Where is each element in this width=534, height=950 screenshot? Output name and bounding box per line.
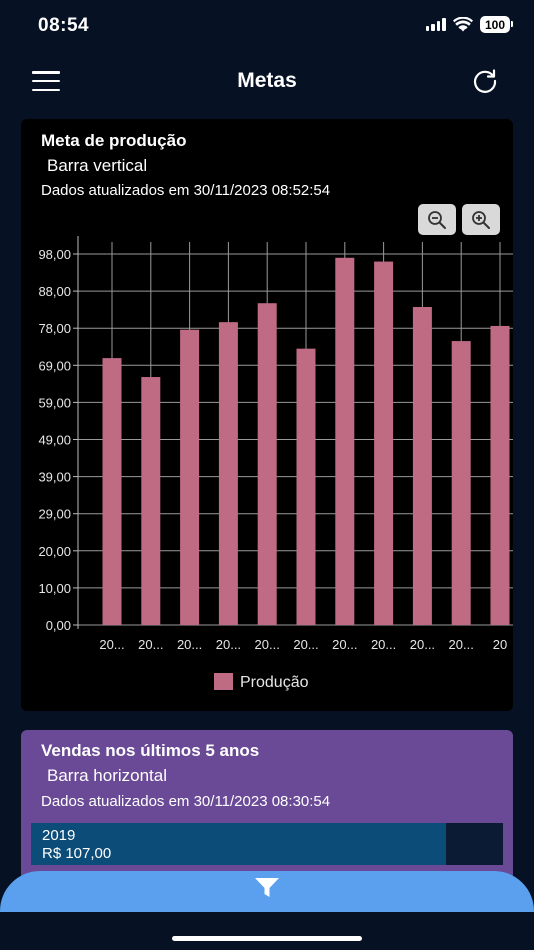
card-title: Meta de produção [41,131,187,150]
y-tick-label: 59,00 [38,395,71,410]
bar-producao-2 [141,377,161,625]
y-tick-label: 39,00 [38,470,71,485]
y-tick-label: 69,00 [38,358,71,373]
bottom-safe-area [0,912,534,950]
filter-button[interactable] [0,871,534,915]
battery-icon: 100 [479,16,514,33]
card-title: Vendas nos últimos 5 anos [41,741,260,760]
bar-producao-7 [335,257,355,625]
bar-value-label: R$ 107,00 [42,845,112,862]
menu-icon[interactable] [32,71,60,91]
bar-producao-9 [412,307,432,625]
last-updated-text: Dados atualizados em 30/11/2023 08:30:54 [41,793,331,810]
battery-level: 100 [484,17,505,32]
y-tick-label: 88,00 [38,284,71,299]
bar-producao-1 [102,358,122,625]
legend-label: Produção [240,674,309,691]
legend-swatch [214,673,233,690]
x-tick-label: 20... [255,637,280,652]
x-tick-label: 20... [99,637,124,652]
production-chart-card: 0,00 10,00 20,00 29,00 39,00 49,00 59,00 69,00 7… [21,119,513,711]
x-tick-label: 20 [493,637,507,652]
x-tick-label: 20... [449,637,474,652]
bar-year-label: 2019 [42,827,76,844]
zoom-out-button[interactable] [418,204,456,235]
zoom-out-icon [428,210,446,229]
cellular-signal-icon [425,18,446,31]
page-title: Metas [237,69,297,92]
status-bar: 08:54 100 [0,0,534,50]
bar-producao-10 [451,341,471,625]
sales-chart-card: Vendas nos últimos 5 anos Barra horizont… [21,730,513,880]
x-tick-label: 20... [138,637,163,652]
zoom-in-button[interactable] [462,204,500,235]
y-tick-label: 29,00 [38,507,71,522]
bar-producao-6 [296,348,316,625]
x-tick-label: 20... [410,637,435,652]
y-tick-label: 98,00 [38,247,71,262]
status-icons: 100 [425,16,514,33]
x-tick-label: 20... [371,637,396,652]
last-updated-text: Dados atualizados em 30/11/2023 08:52:54 [41,182,331,199]
status-time: 08:54 [38,15,90,36]
refresh-icon[interactable] [470,66,500,96]
x-tick-label: 20... [332,637,357,652]
bar-producao-3 [180,329,200,625]
bar-producao-8 [374,261,394,625]
card-subtitle: Barra horizontal [47,766,168,785]
x-tick-label: 20... [293,637,318,652]
y-tick-label: 78,00 [38,321,71,336]
home-indicator [172,936,362,941]
app-header: Metas [0,58,534,106]
wifi-icon [452,17,473,32]
horizontal-bar-fill [31,823,447,865]
y-tick-label: 49,00 [38,433,71,448]
filter-icon [255,878,279,897]
bar-producao-5 [257,303,277,625]
bar-producao-4 [218,322,238,625]
y-tick-label: 10,00 [38,581,71,596]
bar-producao-11 [490,325,510,625]
card-subtitle: Barra vertical [47,156,148,175]
x-tick-label: 20... [177,637,202,652]
x-tick-label: 20... [216,637,241,652]
y-tick-label: 0,00 [46,618,71,633]
y-tick-label: 20,00 [38,544,71,559]
production-bar-chart: 0,00 10,00 20,00 29,00 39,00 49,00 59,00 69,00 7… [38,236,513,691]
zoom-in-icon [472,210,490,229]
horizontal-bar-row[interactable]: 2019 R$ 107,00 [31,823,503,865]
